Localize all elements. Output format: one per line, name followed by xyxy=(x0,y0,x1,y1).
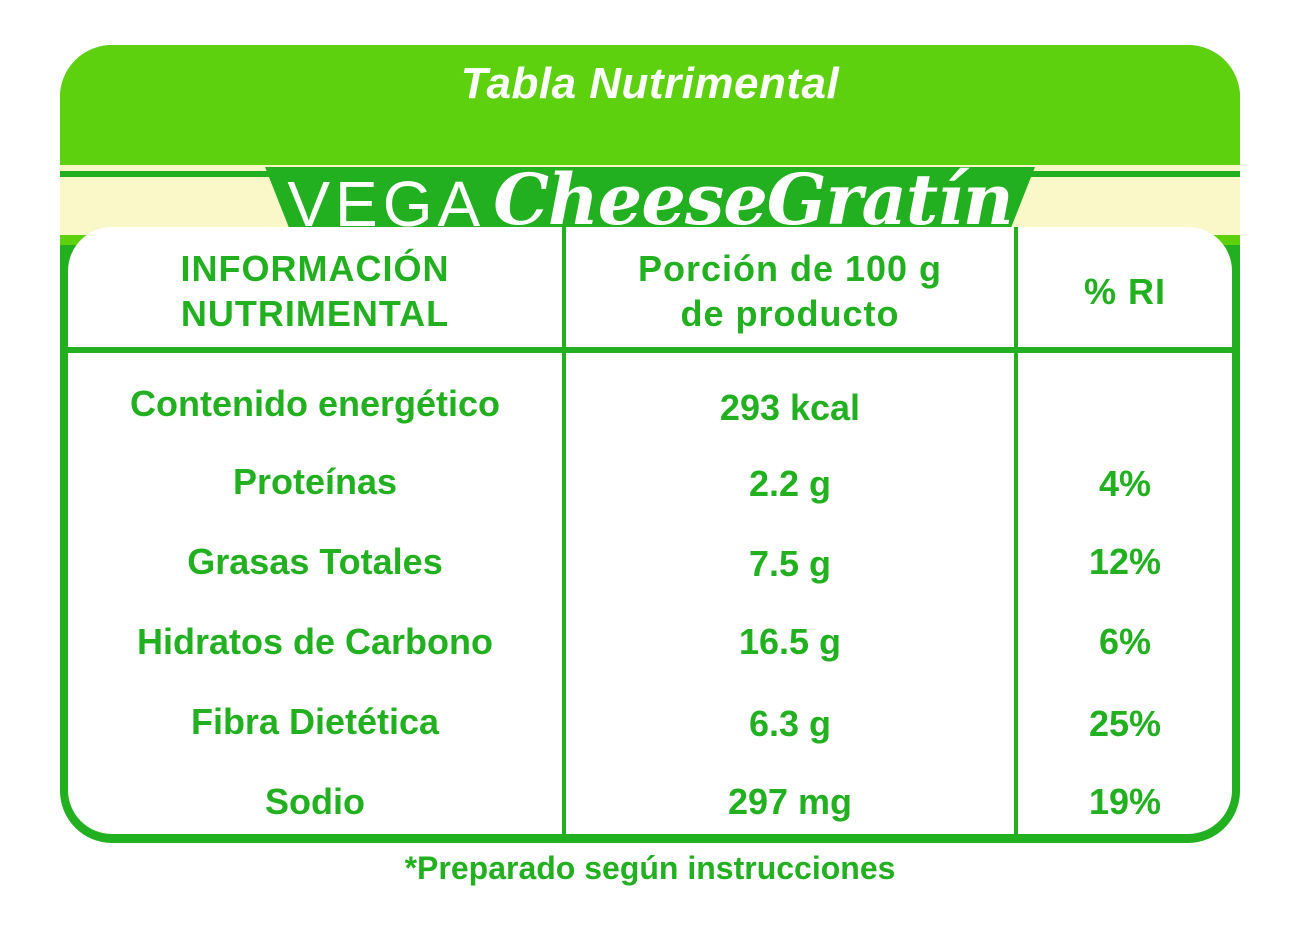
nutrient-ri: 6% xyxy=(1098,620,1152,662)
nutrient-ri: 4% xyxy=(1098,462,1152,504)
column-header-portion-line1: Porción de 100 g xyxy=(637,248,943,289)
nutrient-name: Hidratos de Carbono xyxy=(136,620,494,662)
column-header-portion: Porción de 100 g de producto xyxy=(566,235,1014,347)
nutrient-amount: 297 mg xyxy=(727,780,853,822)
nutrient-ri: 12% xyxy=(1088,540,1162,582)
column-header-nutrient-line1: INFORMACIÓN xyxy=(180,248,450,289)
brand-name: CheeseGratín xyxy=(493,157,1013,241)
header-divider xyxy=(68,347,1232,353)
nutrient-name: Fibra Dietética xyxy=(190,700,440,742)
label-title: Tabla Nutrimental xyxy=(460,59,840,108)
nutrition-card: Tabla Nutrimental VEGA CheeseGratín INFO… xyxy=(60,45,1240,843)
column-header-nutrient: INFORMACIÓN NUTRIMENTAL xyxy=(68,235,562,347)
nutrient-amount: 2.2 g xyxy=(748,462,832,504)
nutrient-name: Proteínas xyxy=(232,460,398,502)
nutrient-amount: 7.5 g xyxy=(748,542,832,584)
nutrient-name: Sodio xyxy=(265,780,365,822)
nutrient-amount: 6.3 g xyxy=(748,702,832,744)
nutrient-name: Contenido energético xyxy=(129,382,501,424)
nutrient-name: Grasas Totales xyxy=(187,540,443,582)
nutrient-ri xyxy=(1018,367,1232,447)
footnote: *Preparado según instrucciones xyxy=(404,850,896,886)
column-header-portion-line2: de producto xyxy=(680,293,900,334)
column-header-nutrient-line2: NUTRIMENTAL xyxy=(180,293,450,334)
column-divider xyxy=(1014,227,1018,834)
column-divider xyxy=(562,227,566,834)
nutrient-amount: 293 kcal xyxy=(719,386,861,428)
column-header-ri: % RI xyxy=(1083,270,1166,312)
card-header-band xyxy=(60,45,1240,165)
nutrient-ri: 25% xyxy=(1088,702,1162,744)
nutrient-ri: 19% xyxy=(1088,780,1162,822)
nutrient-amount: 16.5 g xyxy=(738,620,842,662)
nutrition-table: INFORMACIÓN NUTRIMENTAL Porción de 100 g… xyxy=(68,227,1232,834)
